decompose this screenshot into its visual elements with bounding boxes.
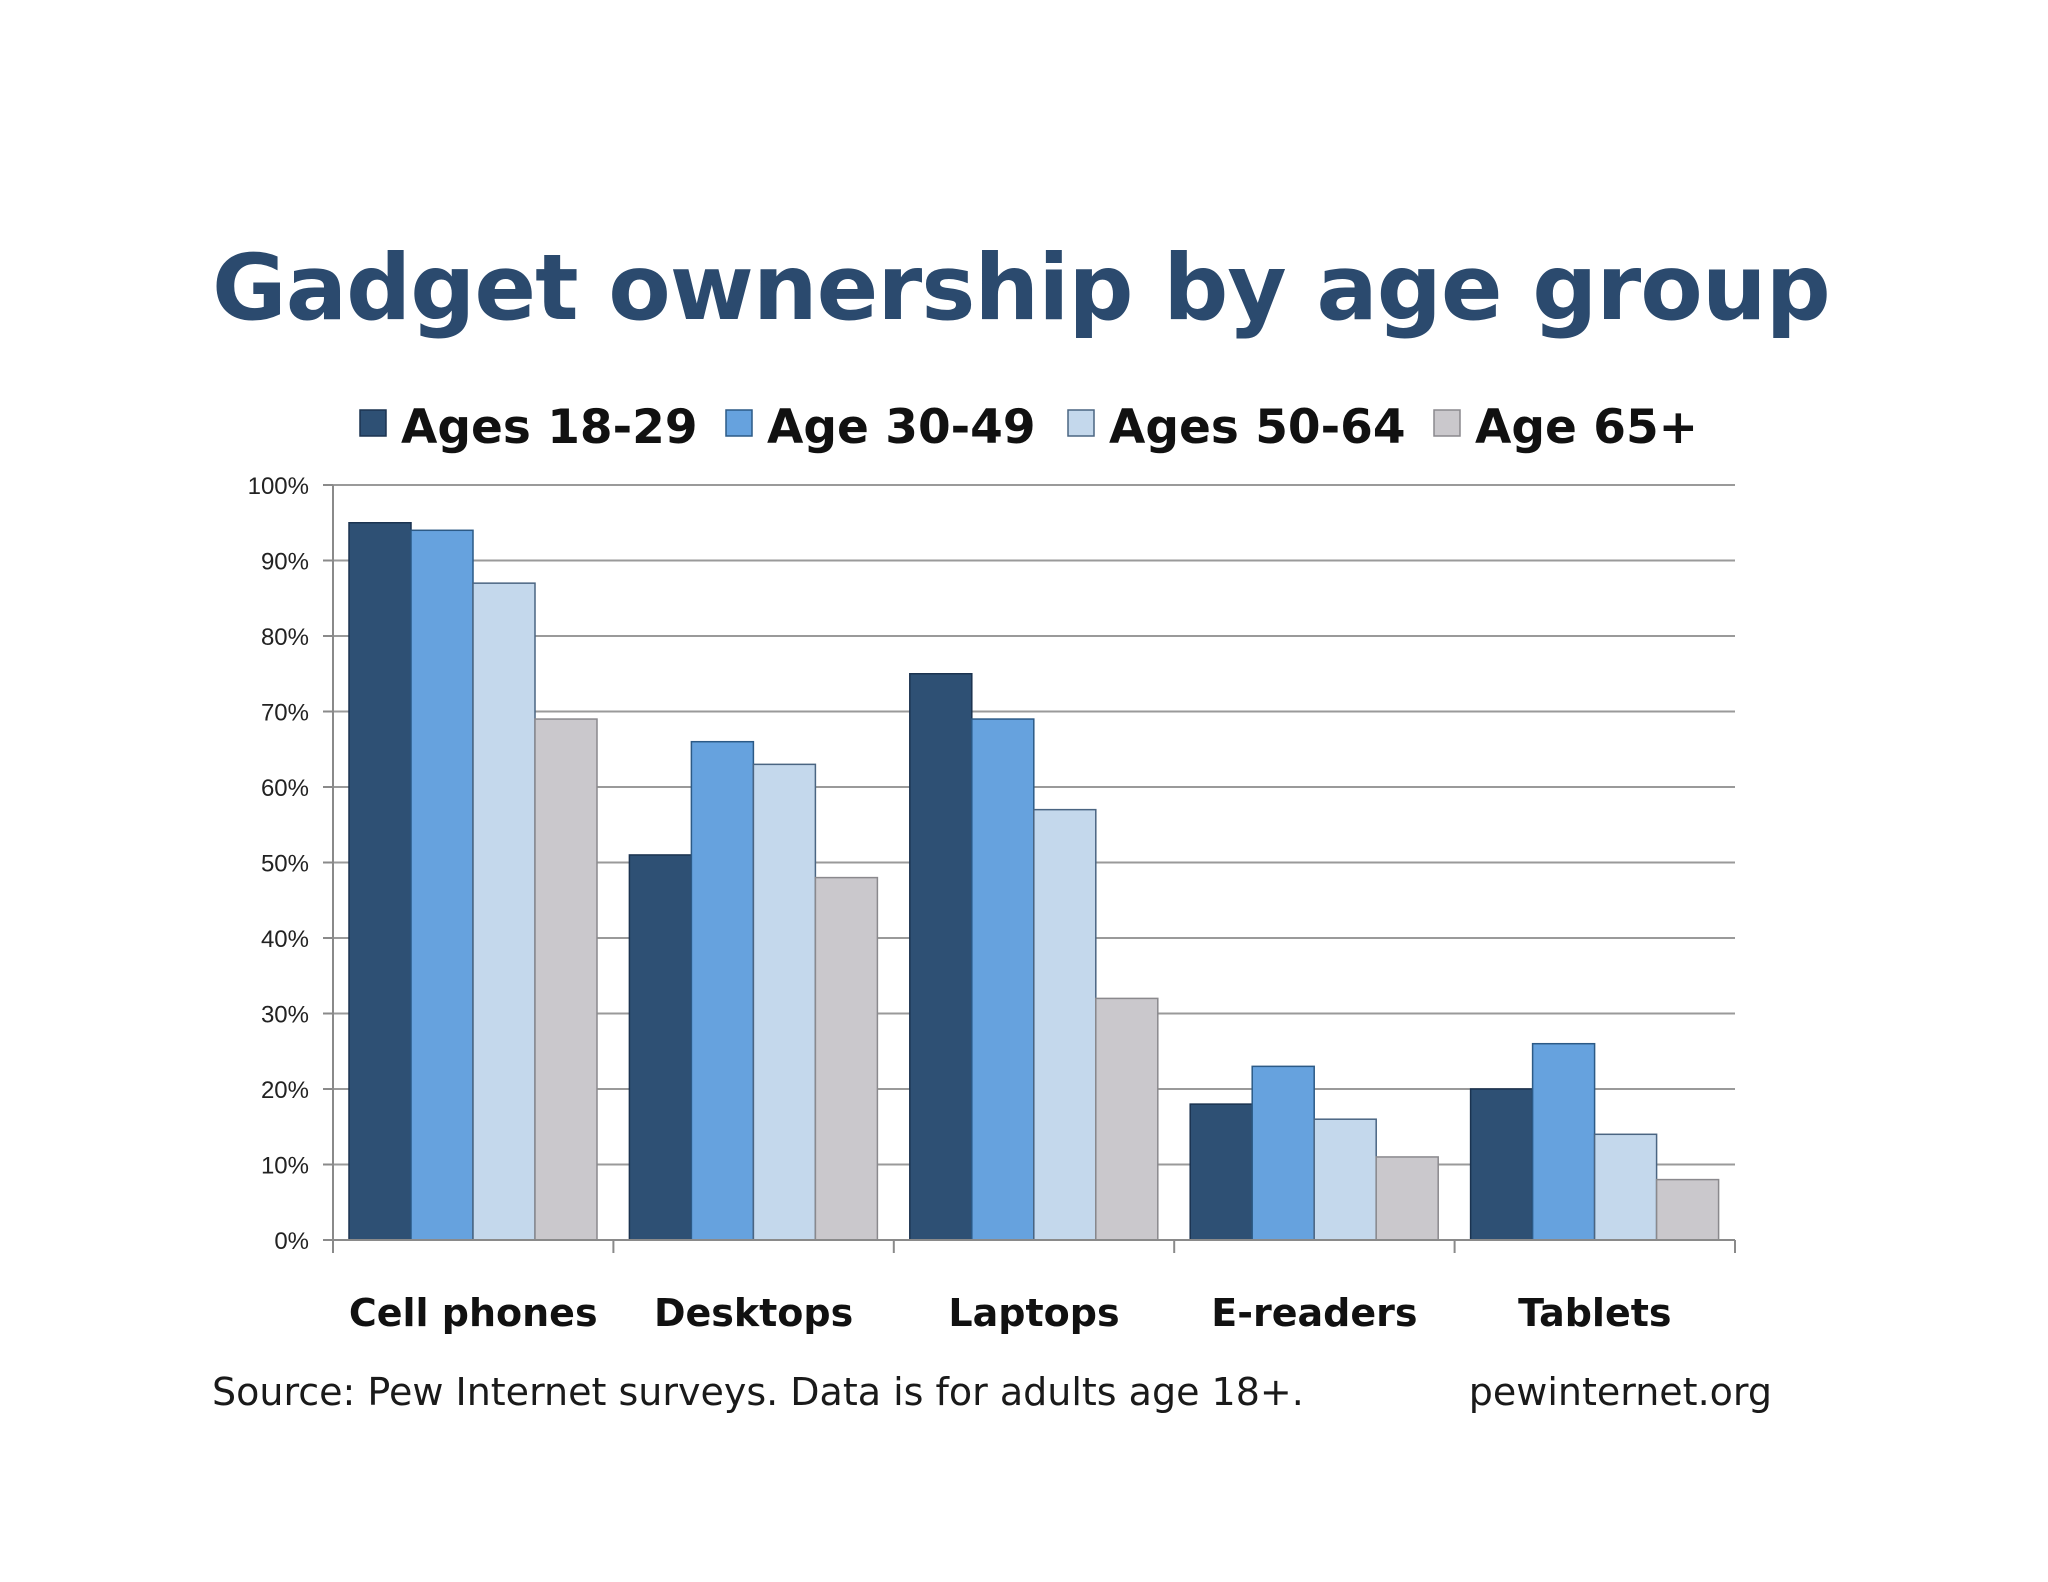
legend-swatch-ages-18-29 <box>359 409 387 437</box>
bar-e-readers-age-30-49: Age 30-49 — E-readers: 23% <box>1251 1065 1315 1241</box>
legend-label-age-30-49: Age 30-49 <box>767 400 1036 455</box>
bar-cell-phones-age-65: Age 65+ — Cell phones: 69% <box>534 718 598 1241</box>
axes <box>332 485 1736 1253</box>
category-label-e-readers: E-readers <box>1211 1291 1417 1335</box>
bar-tablets-ages-50-64: Ages 50-64 — Tablets: 14% <box>1593 1133 1658 1241</box>
bar-cell-phones-ages-18-29: Ages 18-29 — Cell phones: 95% <box>348 522 412 1241</box>
y-tick-label: 20% <box>261 1077 309 1104</box>
bar-laptops-age-65: Age 65+ — Laptops: 32% <box>1095 997 1159 1241</box>
category-labels: Cell phones Desktops Laptops E-readers Table… <box>349 1291 1672 1335</box>
y-tick-label: 50% <box>261 851 309 878</box>
y-tick-label: 0% <box>274 1228 309 1255</box>
legend-label-age-65: Age 65+ <box>1475 400 1698 455</box>
legend-label-ages-18-29: Ages 18-29 <box>401 400 698 455</box>
y-tick-label: 10% <box>261 1153 309 1180</box>
legend-swatch-ages-50-64 <box>1067 409 1095 437</box>
bar-desktops-age-30-49: Age 30-49 — Desktops: 66% <box>690 740 755 1241</box>
bar-e-readers-ages-50-64: Ages 50-64 — E-readers: 16% <box>1313 1118 1377 1241</box>
source-note: Source: Pew Internet surveys. Data is fo… <box>212 1370 1304 1414</box>
site-credit: pewinternet.org <box>1468 1370 1772 1414</box>
bar-laptops-ages-50-64: Ages 50-64 — Laptops: 57% <box>1033 808 1097 1241</box>
bar-desktops-ages-50-64: Ages 50-64 — Desktops: 63% <box>752 763 817 1241</box>
category-label-laptops: Laptops <box>948 1291 1119 1335</box>
bar-laptops-age-30-49: Age 30-49 — Laptops: 69% <box>971 718 1035 1241</box>
bar-desktops-ages-18-29: Ages 18-29 — Desktops: 51% <box>628 854 693 1241</box>
y-tick-label: 80% <box>261 624 309 651</box>
bar-cell-phones-ages-50-64: Ages 50-64 — Cell phones: 87% <box>472 582 536 1241</box>
legend-swatch-age-30-49 <box>725 409 753 437</box>
bar-laptops-ages-18-29: Ages 18-29 — Laptops: 75% <box>909 673 973 1241</box>
legend-label-ages-50-64: Ages 50-64 <box>1109 400 1406 455</box>
category-label-tablets: Tablets <box>1518 1291 1671 1335</box>
y-tick-label: 60% <box>261 775 309 802</box>
bar-tablets-age-30-49: Age 30-49 — Tablets: 26% <box>1531 1042 1596 1241</box>
legend-swatch-age-65 <box>1433 409 1461 437</box>
y-tick-label: 100% <box>248 473 309 500</box>
chart-title: Gadget ownership by age group <box>212 236 1831 341</box>
bar-desktops-age-65: Age 65+ — Desktops: 48% <box>814 876 879 1241</box>
category-label-desktops: Desktops <box>654 1291 853 1335</box>
y-tick-label: 90% <box>261 549 309 576</box>
bar-tablets-ages-18-29: Ages 18-29 — Tablets: 20% <box>1469 1088 1534 1241</box>
bar-e-readers-age-65: Age 65+ — E-readers: 11% <box>1375 1156 1439 1241</box>
y-axis-tick-labels: 0% 10% 20% 30% 40% 50% 60% 70% 80% 90% 100% <box>248 473 333 1255</box>
bars: Ages 18-29 — Cell phones: 95%Age 30-49 —… <box>348 522 1720 1241</box>
y-tick-label: 30% <box>261 1002 309 1029</box>
legend: Ages 18-29 Age 30-49 Ages 50-64 Age 65+ <box>359 400 1698 455</box>
y-tick-label: 40% <box>261 926 309 953</box>
y-tick-label: 70% <box>261 700 309 727</box>
bar-e-readers-ages-18-29: Ages 18-29 — E-readers: 18% <box>1189 1103 1253 1241</box>
bar-cell-phones-age-30-49: Age 30-49 — Cell phones: 94% <box>410 529 474 1241</box>
category-label-cell-phones: Cell phones <box>349 1291 598 1335</box>
bar-tablets-age-65: Age 65+ — Tablets: 8% <box>1655 1178 1720 1241</box>
